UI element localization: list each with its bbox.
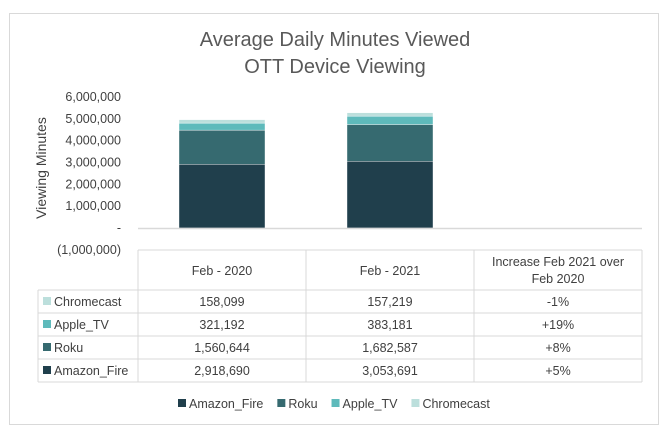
- legend-label: Chromecast: [422, 397, 490, 411]
- legend-key-roku: [43, 343, 51, 351]
- y-tick-label: -: [117, 221, 121, 235]
- table-cell: 321,192: [199, 318, 244, 332]
- table-cell: 158,099: [199, 295, 244, 309]
- y-tick-label: 5,000,000: [65, 112, 121, 126]
- legend: Amazon_Fire Roku Apple_TV Chromecast: [178, 397, 490, 411]
- legend-key-apple-tv: [43, 320, 51, 328]
- legend-item-amazon-fire: Amazon_Fire: [178, 397, 263, 411]
- table-cell: 1,682,587: [362, 341, 418, 355]
- table-cell: -1%: [547, 295, 569, 309]
- legend-item-roku: Roku: [277, 397, 318, 411]
- table-cell: 1,560,644: [194, 341, 250, 355]
- table-cell: +8%: [545, 341, 570, 355]
- table-cell: 2,918,690: [194, 364, 250, 378]
- bars: [178, 112, 434, 229]
- y-axis-label: Viewing Minutes: [33, 117, 49, 219]
- y-tick-label: 4,000,000: [65, 134, 121, 148]
- bar-segment-chromecast: [178, 119, 266, 124]
- chart-subtitle: OTT Device Viewing: [244, 56, 426, 78]
- legend-swatch: [277, 399, 286, 407]
- table-header: Feb 2020: [532, 272, 585, 286]
- legend-item-chromecast: Chromecast: [411, 397, 490, 411]
- y-axis-ticks: 6,000,000 5,000,000 4,000,000 3,000,000 2,00…: [57, 90, 121, 257]
- data-table: Feb - 2020 Feb - 2021 Increase Feb 2021 ov…: [37, 249, 643, 383]
- table-row-label: Roku: [54, 341, 83, 355]
- legend-swatch: [178, 399, 186, 407]
- legend-label: Roku: [288, 397, 317, 411]
- bar-segment-roku: [178, 129, 266, 165]
- table-cell: 157,219: [367, 295, 412, 309]
- legend-key-amazon-fire: [43, 366, 51, 374]
- legend-swatch: [331, 399, 340, 407]
- legend-key-chromecast: [43, 297, 51, 305]
- y-tick-label: 6,000,000: [65, 90, 121, 104]
- table-header: Feb - 2021: [360, 264, 421, 278]
- y-tick-label: 2,000,000: [65, 177, 121, 191]
- bar-segment-amazon-fire: [346, 161, 434, 229]
- y-tick-label: 3,000,000: [65, 155, 121, 169]
- bar-segment-amazon-fire: [178, 164, 266, 229]
- table-cell: 3,053,691: [362, 364, 418, 378]
- legend-item-apple-tv: Apple_TV: [331, 397, 399, 411]
- y-tick-label: (1,000,000): [57, 243, 121, 257]
- table-cell: +5%: [545, 364, 570, 378]
- legend-swatch: [411, 399, 420, 407]
- table-cell: +19%: [542, 318, 574, 332]
- bar-segment-roku: [346, 124, 434, 162]
- table-row-label: Apple_TV: [54, 318, 110, 332]
- chart-title: Average Daily Minutes Viewed: [200, 29, 471, 51]
- chart-frame: [9, 13, 659, 425]
- bar-segment-chromecast: [346, 112, 434, 117]
- table-row-label: Amazon_Fire: [54, 364, 128, 378]
- bar-segment-apple-tv: [178, 122, 266, 131]
- legend-label: Apple_TV: [343, 397, 399, 411]
- table-header: Increase Feb 2021 over: [492, 255, 624, 269]
- legend-label: Amazon_Fire: [189, 397, 263, 411]
- bar-segment-apple-tv: [346, 115, 434, 125]
- table-header: Feb - 2020: [192, 264, 253, 278]
- table-row-label: Chromecast: [54, 295, 122, 309]
- table-cell: 383,181: [367, 318, 412, 332]
- y-tick-label: 1,000,000: [65, 199, 121, 213]
